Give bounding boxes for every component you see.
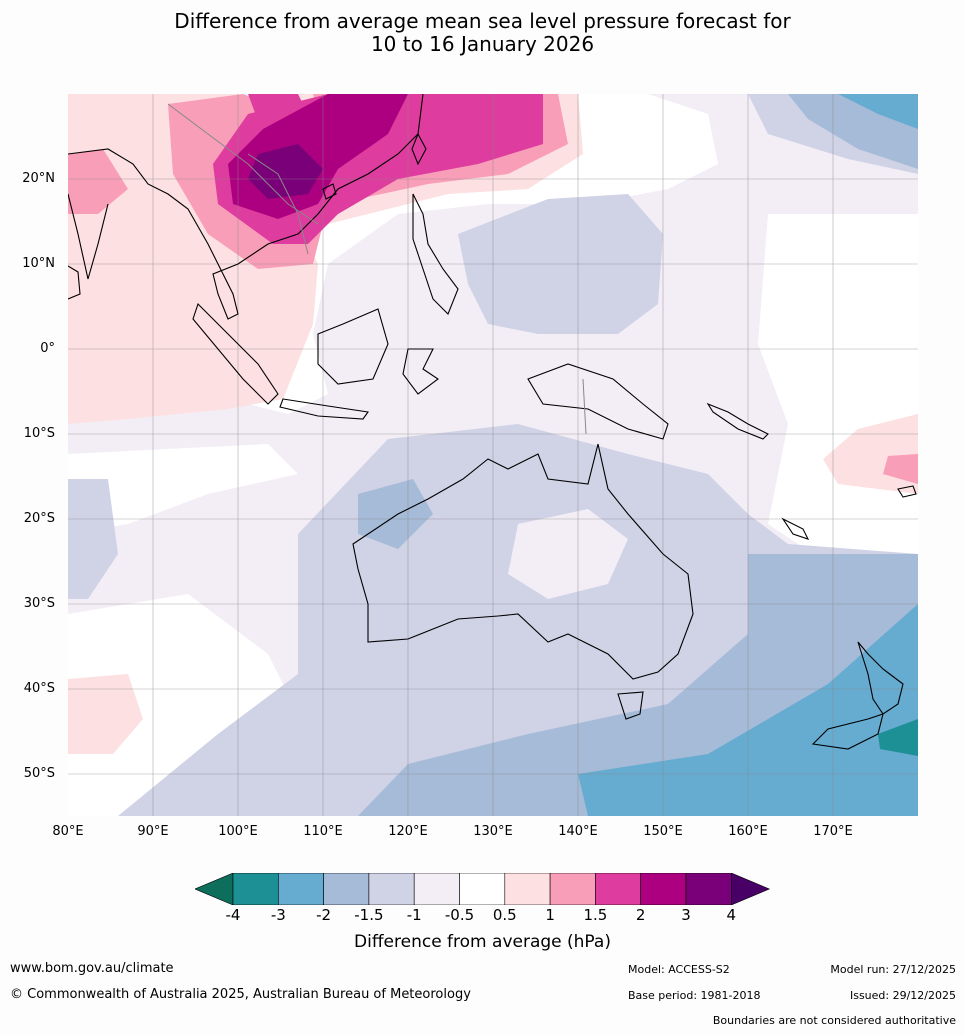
neutral-zone-west bbox=[68, 444, 298, 534]
lat-label: 10°S bbox=[23, 426, 55, 441]
model-run: Model run: 27/12/2025 bbox=[830, 963, 956, 976]
colorbar-bin bbox=[413, 873, 460, 905]
positive-anomaly-band-2 bbox=[883, 454, 918, 484]
colorbar-bin bbox=[278, 873, 324, 905]
political-boundaries bbox=[167, 103, 587, 435]
lon-label: 80°E bbox=[52, 824, 84, 839]
lon-label: 120°E bbox=[388, 824, 428, 839]
new-zealand-south-coastline bbox=[811, 713, 884, 750]
sumatra-coastline bbox=[192, 302, 279, 405]
colorbar-bin bbox=[459, 873, 506, 905]
solomon-islands-coastline bbox=[706, 402, 769, 440]
colorbar-bin bbox=[730, 873, 771, 905]
taiwan-coastline bbox=[411, 132, 427, 166]
coastlines bbox=[68, 94, 917, 750]
map-title: Difference from average mean sea level p… bbox=[0, 10, 965, 56]
neutral-zone-east bbox=[758, 214, 918, 564]
colorbar-tick-label: -4 bbox=[225, 906, 241, 924]
copyright-text: © Commonwealth of Australia 2025, Austra… bbox=[10, 987, 471, 1002]
lon-label: 140°E bbox=[558, 824, 598, 839]
borneo-coastline bbox=[317, 308, 389, 385]
issued-date: Issued: 29/12/2025 bbox=[849, 989, 956, 1002]
lat-label: 40°S bbox=[23, 681, 55, 696]
title-line-2: 10 to 16 January 2026 bbox=[370, 32, 595, 56]
boundary-disclaimer: Boundaries are not considered authoritat… bbox=[712, 1014, 956, 1027]
colorbar-tick-label: -1 bbox=[406, 906, 422, 924]
colorbar-bin bbox=[368, 873, 415, 905]
colorbar-bin bbox=[685, 873, 732, 905]
colorbar-bin bbox=[323, 873, 370, 905]
lon-label: 160°E bbox=[728, 824, 768, 839]
title-line-1: Difference from average mean sea level p… bbox=[174, 9, 791, 33]
colorbar-bin bbox=[195, 873, 234, 905]
lon-label: 90°E bbox=[137, 824, 169, 839]
new-zealand-north-coastline bbox=[857, 641, 904, 715]
positive-anomaly-band-2 bbox=[68, 149, 128, 214]
se-asia-mainland-coastline bbox=[68, 94, 424, 320]
colorbar-tick-label: -1.5 bbox=[354, 906, 384, 924]
lat-label: 20°S bbox=[23, 511, 55, 526]
pressure-anomaly-map bbox=[68, 94, 918, 816]
colorbar-tick-label: -2 bbox=[316, 906, 332, 924]
colorbar bbox=[195, 873, 771, 905]
philippines-coastline bbox=[412, 193, 459, 315]
lat-label: 20°N bbox=[22, 171, 55, 186]
new-caledonia-coastline bbox=[781, 517, 810, 540]
colorbar-tick-label: 2 bbox=[635, 906, 646, 924]
lat-label: 50°S bbox=[23, 766, 55, 781]
colorbar-tick-label: -0.5 bbox=[444, 906, 475, 924]
lon-label: 100°E bbox=[218, 824, 258, 839]
negative-anomaly-band-1 bbox=[68, 479, 118, 599]
negative-anomaly-band-3 bbox=[838, 94, 918, 129]
hainan-coastline bbox=[322, 183, 337, 200]
positive-anomaly-band-5 bbox=[248, 144, 323, 199]
lat-label: 30°S bbox=[23, 596, 55, 611]
colorbar-title: Difference from average (hPa) bbox=[354, 932, 611, 952]
colorbar-tick-label: 0.5 bbox=[492, 906, 517, 924]
colorbar-tick-label: -3 bbox=[270, 906, 286, 924]
lat-label: 0° bbox=[40, 341, 55, 356]
sri-lanka-coastline bbox=[68, 265, 81, 300]
colorbar-bin bbox=[640, 873, 687, 905]
graticule bbox=[68, 94, 918, 816]
java-coastline bbox=[279, 398, 369, 420]
colorbar-bin bbox=[232, 873, 279, 905]
model-name: Model: ACCESS-S2 bbox=[628, 963, 730, 976]
tasmania-coastline bbox=[617, 691, 644, 720]
weak-anomaly-spot bbox=[508, 509, 628, 599]
lon-label: 150°E bbox=[643, 824, 683, 839]
colorbar-bin bbox=[549, 873, 596, 905]
negative-anomaly-band-2 bbox=[358, 479, 433, 549]
lon-label: 110°E bbox=[303, 824, 343, 839]
lat-label: 10°N bbox=[22, 256, 55, 271]
colorbar-tick-label: 1.5 bbox=[583, 906, 608, 924]
sulawesi-coastline bbox=[402, 348, 439, 395]
base-period: Base period: 1981-2018 bbox=[628, 989, 761, 1002]
fiji-coastline bbox=[897, 485, 917, 498]
colorbar-bin bbox=[595, 873, 641, 905]
lon-label: 130°E bbox=[473, 824, 513, 839]
colorbar-bin bbox=[504, 873, 551, 905]
colorbar-tick-label: 1 bbox=[545, 906, 555, 924]
new-guinea-coastline bbox=[527, 363, 669, 440]
india-coastline bbox=[68, 193, 109, 280]
negative-anomaly-band-4 bbox=[878, 719, 918, 756]
lon-label: 170°E bbox=[813, 824, 853, 839]
colorbar-tick-label: 3 bbox=[681, 906, 691, 924]
australia-coastline bbox=[352, 443, 694, 680]
positive-anomaly-band-1 bbox=[68, 674, 143, 754]
website-link[interactable]: www.bom.gov.au/climate bbox=[10, 961, 174, 976]
colorbar-tick-label: 4 bbox=[726, 906, 737, 924]
